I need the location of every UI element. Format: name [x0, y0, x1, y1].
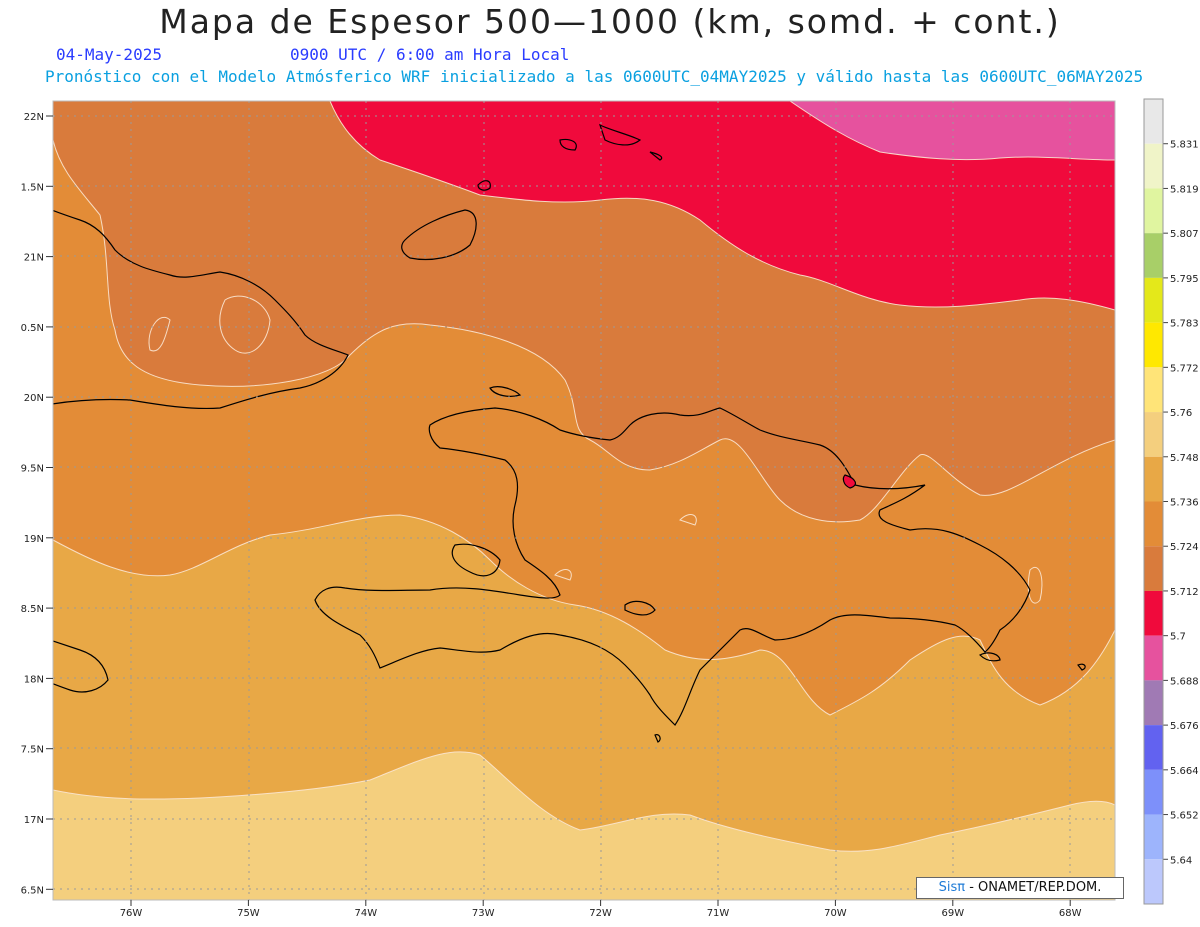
- lat-tick-label: 6.5N: [21, 885, 44, 896]
- plot-frame: [52, 100, 1116, 901]
- forecast-info: Pronóstico con el Modelo Atmósferico WRF…: [45, 67, 1144, 86]
- colorbar-label: 5.676: [1170, 721, 1199, 732]
- credit-text: - ONAMET/REP.DOM.: [969, 880, 1102, 895]
- lat-tick-label: 21N: [24, 253, 44, 264]
- colorbar-label: 5.736: [1170, 498, 1199, 509]
- colorbar-label: 5.688: [1170, 676, 1199, 687]
- colorbar-swatch: [1144, 456, 1163, 502]
- lat-tick-label: 22N: [24, 112, 44, 123]
- latitude-axis: 22N 1.5N 21N 0.5N 20N 9.5N 19N 8.5N 18N 7.5N 17N 6.…: [21, 112, 53, 896]
- lat-tick-label: 9.5N: [21, 464, 44, 475]
- colorbar-label: 5.7: [1170, 632, 1186, 643]
- credit-box: Sisπ - ONAMET/REP.DOM.: [916, 877, 1124, 899]
- lon-tick-label: 71W: [707, 908, 730, 919]
- colorbar-label: 5.712: [1170, 587, 1199, 598]
- lat-tick-label: 19N: [24, 534, 44, 545]
- lat-tick-label: 1.5N: [21, 182, 44, 193]
- colorbar: 5.831 5.819 5.807 5.795 5.783 5.772 5.76 5.748 5…: [1143, 98, 1199, 905]
- forecast-date: 04-May-2025: [56, 45, 162, 64]
- colorbar-swatch: [1144, 277, 1163, 323]
- lon-tick-label: 76W: [120, 908, 143, 919]
- colorbar-label: 5.819: [1170, 184, 1199, 195]
- colorbar-swatch: [1144, 99, 1163, 144]
- colorbar-swatch: [1144, 233, 1163, 278]
- longitude-axis: 76W 75W 74W 73W 72W 71W 70W 69W 68W: [120, 900, 1082, 919]
- lon-tick-label: 75W: [237, 908, 260, 919]
- colorbar-label: 5.783: [1170, 319, 1199, 330]
- colorbar-swatch: [1144, 367, 1163, 413]
- lat-tick-label: 20N: [24, 393, 44, 404]
- colorbar-label: 5.831: [1170, 140, 1199, 151]
- colorbar-label: 5.64: [1170, 855, 1192, 866]
- sis-logo-text: Sisπ: [938, 880, 966, 895]
- map-title: Mapa de Espesor 500—1000 (km, somd. + co…: [159, 2, 1061, 41]
- lat-tick-label: 0.5N: [21, 323, 44, 334]
- colorbar-swatch: [1144, 322, 1163, 368]
- colorbar-label: 5.748: [1170, 453, 1199, 464]
- colorbar-swatch: [1144, 412, 1163, 457]
- colorbar-swatch: [1144, 725, 1163, 770]
- colorbar-swatch: [1144, 814, 1163, 860]
- colorbar-swatch: [1144, 590, 1163, 636]
- colorbar-swatch: [1144, 769, 1163, 815]
- map-plot-area: [53, 101, 1115, 900]
- lon-tick-label: 70W: [824, 908, 847, 919]
- colorbar-swatch: [1144, 546, 1163, 591]
- colorbar-frame: [1143, 98, 1164, 905]
- colorbar-label: 5.652: [1170, 811, 1199, 822]
- thickness-map: 22N 1.5N 21N 0.5N 20N 9.5N 19N 8.5N 18N 7.5N 17N 6.…: [21, 98, 1199, 919]
- colorbar-swatch: [1144, 143, 1163, 189]
- lon-tick-label: 73W: [472, 908, 495, 919]
- colorbar-label: 5.724: [1170, 542, 1199, 553]
- lon-tick-label: 74W: [354, 908, 377, 919]
- lat-tick-label: 18N: [24, 674, 44, 685]
- lon-tick-label: 68W: [1059, 908, 1082, 919]
- colorbar-label: 5.772: [1170, 363, 1199, 374]
- lat-tick-label: 7.5N: [21, 745, 44, 756]
- colorbar-label: 5.807: [1170, 229, 1199, 240]
- colorbar-label: 5.795: [1170, 274, 1199, 285]
- colorbar-swatch: [1144, 501, 1163, 547]
- lat-tick-label: 17N: [24, 815, 44, 826]
- colorbar-swatch: [1144, 635, 1163, 681]
- colorbar-swatch: [1144, 680, 1163, 726]
- lon-tick-label: 72W: [589, 908, 612, 919]
- lat-tick-label: 8.5N: [21, 604, 44, 615]
- valid-time: 0900 UTC / 6:00 am Hora Local: [290, 45, 570, 64]
- colorbar-label: 5.664: [1170, 766, 1199, 777]
- colorbar-swatch: [1144, 859, 1163, 904]
- colorbar-swatch: [1144, 188, 1163, 234]
- lon-tick-label: 69W: [941, 908, 964, 919]
- grid-lines: [53, 101, 1115, 900]
- colorbar-label: 5.76: [1170, 408, 1192, 419]
